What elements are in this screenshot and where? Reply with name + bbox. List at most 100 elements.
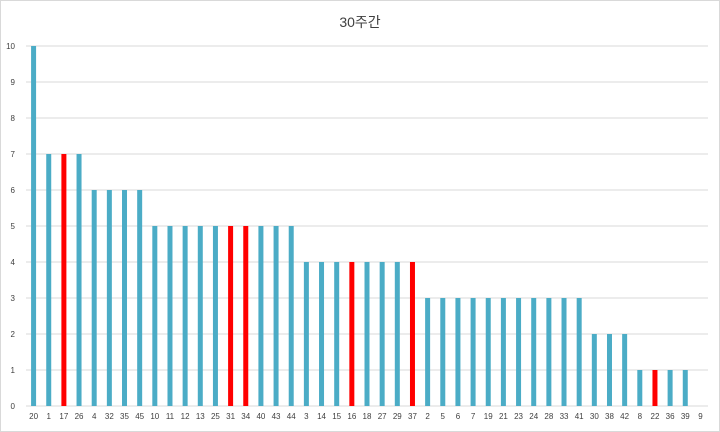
bar-11 bbox=[167, 226, 173, 406]
y-tick-label: 2 bbox=[11, 330, 16, 339]
bar-16 bbox=[349, 262, 355, 406]
x-tick-label: 19 bbox=[484, 412, 493, 421]
x-tick-label: 2 bbox=[425, 412, 430, 421]
x-tick-label: 4 bbox=[92, 412, 97, 421]
y-tick-label: 1 bbox=[11, 366, 16, 375]
bar-45 bbox=[137, 190, 143, 406]
bar-40 bbox=[258, 226, 264, 406]
bar-31 bbox=[228, 226, 234, 406]
bar-8 bbox=[637, 370, 643, 406]
x-tick-label: 7 bbox=[471, 412, 476, 421]
x-tick-label: 33 bbox=[560, 412, 569, 421]
bar-35 bbox=[122, 190, 128, 406]
x-tick-label: 29 bbox=[393, 412, 402, 421]
x-tick-label: 17 bbox=[59, 412, 68, 421]
bar-25 bbox=[212, 226, 218, 406]
y-tick-label: 10 bbox=[6, 42, 15, 51]
x-tick-label: 8 bbox=[638, 412, 643, 421]
y-tick-label: 6 bbox=[11, 186, 16, 195]
y-tick-label: 3 bbox=[11, 294, 16, 303]
x-tick-label: 28 bbox=[544, 412, 553, 421]
x-tick-label: 23 bbox=[514, 412, 523, 421]
x-tick-label: 32 bbox=[105, 412, 114, 421]
bar-21 bbox=[500, 298, 506, 406]
bar-30 bbox=[591, 334, 597, 406]
x-tick-label: 21 bbox=[499, 412, 508, 421]
bars bbox=[31, 46, 688, 406]
x-tick-label: 6 bbox=[456, 412, 461, 421]
x-tick-label: 39 bbox=[681, 412, 690, 421]
x-tick-label: 3 bbox=[304, 412, 309, 421]
bar-3 bbox=[303, 262, 309, 406]
bar-13 bbox=[197, 226, 203, 406]
x-tick-label: 27 bbox=[378, 412, 387, 421]
bar-36 bbox=[667, 370, 673, 406]
x-tick-label: 38 bbox=[605, 412, 614, 421]
bar-7 bbox=[470, 298, 476, 406]
bar-12 bbox=[182, 226, 188, 406]
x-axis-ticks: 20 1 17 26 4 32 35 45 10 11 12 13 25 31 34 40 43 44 3 14 15 1… bbox=[29, 412, 703, 421]
x-tick-label: 44 bbox=[287, 412, 296, 421]
x-tick-label: 10 bbox=[150, 412, 159, 421]
bar-4 bbox=[91, 190, 97, 406]
x-tick-label: 45 bbox=[135, 412, 144, 421]
x-tick-label: 1 bbox=[47, 412, 52, 421]
x-tick-label: 31 bbox=[226, 412, 235, 421]
y-tick-label: 8 bbox=[11, 114, 16, 123]
x-tick-label: 13 bbox=[196, 412, 205, 421]
x-tick-label: 26 bbox=[75, 412, 84, 421]
x-tick-label: 35 bbox=[120, 412, 129, 421]
x-tick-label: 16 bbox=[347, 412, 356, 421]
bar-43 bbox=[273, 226, 279, 406]
x-tick-label: 34 bbox=[241, 412, 250, 421]
y-axis-ticks: 0 1 2 3 4 5 6 7 8 9 10 bbox=[6, 42, 15, 411]
bar-10 bbox=[152, 226, 158, 406]
bar-2 bbox=[425, 298, 431, 406]
x-tick-label: 14 bbox=[317, 412, 326, 421]
bar-42 bbox=[622, 334, 628, 406]
x-tick-label: 18 bbox=[363, 412, 372, 421]
x-tick-label: 43 bbox=[272, 412, 281, 421]
bar-18 bbox=[364, 262, 370, 406]
bar-17 bbox=[61, 154, 67, 406]
bar-14 bbox=[319, 262, 325, 406]
x-tick-label: 12 bbox=[181, 412, 190, 421]
bar-24 bbox=[531, 298, 537, 406]
x-tick-label: 9 bbox=[698, 412, 703, 421]
bar-44 bbox=[288, 226, 294, 406]
x-tick-label: 42 bbox=[620, 412, 629, 421]
x-tick-label: 25 bbox=[211, 412, 220, 421]
bar-6 bbox=[455, 298, 461, 406]
x-tick-label: 41 bbox=[575, 412, 584, 421]
y-tick-label: 9 bbox=[11, 78, 16, 87]
x-tick-label: 30 bbox=[590, 412, 599, 421]
bar-37 bbox=[409, 262, 415, 406]
bar-19 bbox=[485, 298, 491, 406]
x-tick-label: 40 bbox=[256, 412, 265, 421]
bar-34 bbox=[243, 226, 249, 406]
chart-title: 30주간 bbox=[339, 14, 381, 30]
x-tick-label: 37 bbox=[408, 412, 417, 421]
y-tick-label: 0 bbox=[11, 402, 16, 411]
bar-32 bbox=[106, 190, 112, 406]
bar-15 bbox=[334, 262, 340, 406]
x-tick-label: 11 bbox=[166, 412, 175, 421]
bar-5 bbox=[440, 298, 446, 406]
x-tick-label: 24 bbox=[529, 412, 538, 421]
x-tick-label: 5 bbox=[441, 412, 446, 421]
bar-27 bbox=[379, 262, 385, 406]
x-tick-label: 22 bbox=[651, 412, 660, 421]
bar-1 bbox=[46, 154, 52, 406]
x-tick-label: 15 bbox=[332, 412, 341, 421]
bar-20 bbox=[31, 46, 37, 406]
y-tick-label: 7 bbox=[11, 150, 16, 159]
bar-23 bbox=[516, 298, 522, 406]
y-tick-label: 4 bbox=[11, 258, 16, 267]
bar-38 bbox=[606, 334, 612, 406]
y-tick-label: 5 bbox=[11, 222, 16, 231]
bar-39 bbox=[682, 370, 688, 406]
bar-26 bbox=[76, 154, 82, 406]
x-tick-label: 36 bbox=[666, 412, 675, 421]
